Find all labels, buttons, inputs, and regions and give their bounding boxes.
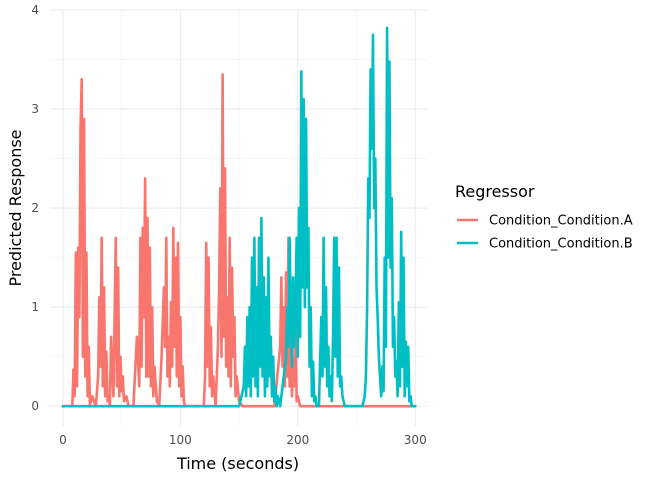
legend-title: Regressor	[455, 182, 535, 201]
y-tick-label: 0	[31, 399, 39, 413]
y-tick-label: 1	[31, 300, 39, 314]
legend-label-condition-b: Condition_Condition.B	[489, 237, 633, 252]
series-line-condition-a	[61, 73, 417, 408]
x-tick-label: 300	[404, 433, 427, 447]
x-tick-label: 0	[59, 433, 67, 447]
y-tick-label: 3	[31, 102, 39, 116]
legend: Regressor Condition_Condition.A Condition…	[455, 182, 633, 252]
y-tick-label: 4	[31, 3, 39, 17]
x-axis-title: Time (seconds)	[176, 454, 299, 473]
x-tick-label: 200	[286, 433, 309, 447]
tick-labels: 0 1 2 3 4 0 100 200 300	[31, 3, 426, 447]
x-tick-label: 100	[169, 433, 192, 447]
y-tick-label: 2	[31, 201, 39, 215]
y-axis-title: Predicted Response	[6, 129, 25, 286]
series-line-condition-b	[61, 26, 417, 408]
legend-label-condition-a: Condition_Condition.A	[489, 214, 633, 229]
series-layer	[61, 26, 417, 408]
